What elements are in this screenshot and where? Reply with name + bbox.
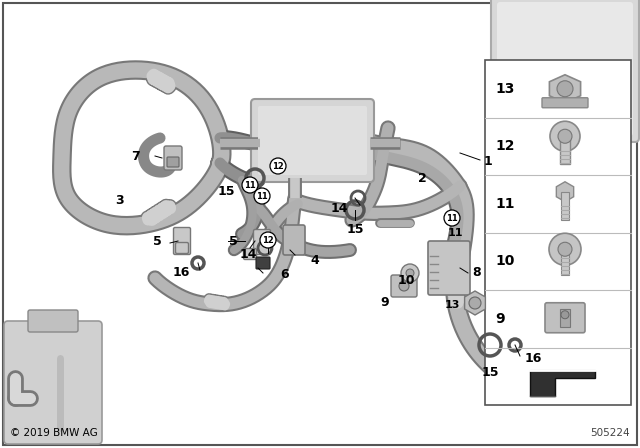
Text: 9: 9 [381, 297, 389, 310]
Circle shape [406, 269, 414, 277]
FancyBboxPatch shape [253, 229, 271, 254]
Text: 15: 15 [218, 185, 235, 198]
Circle shape [444, 210, 460, 226]
Text: 13: 13 [445, 300, 460, 310]
Circle shape [557, 81, 573, 97]
Text: 11: 11 [495, 197, 515, 211]
Bar [561, 192, 569, 220]
Text: 14: 14 [330, 202, 348, 215]
FancyBboxPatch shape [391, 275, 417, 297]
Text: 14: 14 [239, 249, 257, 262]
Text: 1: 1 [484, 155, 493, 168]
Text: 13: 13 [495, 82, 515, 96]
Polygon shape [465, 291, 485, 315]
FancyBboxPatch shape [283, 225, 305, 255]
Text: 12: 12 [262, 236, 274, 245]
Text: 10: 10 [398, 273, 415, 287]
FancyBboxPatch shape [173, 228, 191, 254]
Circle shape [558, 129, 572, 143]
Text: 15: 15 [346, 223, 364, 236]
Text: 9: 9 [495, 312, 504, 326]
Circle shape [549, 233, 581, 265]
FancyBboxPatch shape [251, 99, 374, 182]
Circle shape [561, 311, 569, 319]
FancyBboxPatch shape [428, 241, 470, 295]
Circle shape [242, 177, 258, 193]
FancyBboxPatch shape [542, 98, 588, 108]
Text: 11: 11 [256, 191, 268, 201]
Circle shape [550, 121, 580, 151]
Text: 6: 6 [280, 268, 289, 281]
Bar [485, 60, 631, 405]
Text: 4: 4 [310, 254, 319, 267]
Text: © 2019 BMW AG: © 2019 BMW AG [10, 428, 98, 438]
Text: 505224: 505224 [590, 428, 630, 438]
FancyBboxPatch shape [175, 242, 189, 254]
Circle shape [558, 242, 572, 256]
Text: 2: 2 [418, 172, 427, 185]
FancyBboxPatch shape [243, 249, 257, 259]
FancyBboxPatch shape [164, 146, 182, 170]
FancyBboxPatch shape [258, 106, 367, 175]
Text: 3: 3 [116, 194, 124, 207]
Polygon shape [530, 370, 595, 396]
Text: 5: 5 [229, 234, 238, 247]
FancyBboxPatch shape [28, 310, 78, 332]
Text: 10: 10 [495, 254, 515, 268]
Text: 7: 7 [131, 150, 140, 163]
Text: 8: 8 [472, 267, 481, 280]
Text: 5: 5 [153, 234, 162, 247]
FancyBboxPatch shape [256, 257, 270, 269]
Circle shape [270, 158, 286, 174]
FancyBboxPatch shape [167, 157, 179, 167]
Polygon shape [549, 75, 580, 103]
Circle shape [401, 264, 419, 282]
Text: 12: 12 [495, 139, 515, 153]
Text: 16: 16 [525, 352, 542, 365]
Bar [561, 249, 569, 275]
Text: 15: 15 [481, 366, 499, 379]
FancyBboxPatch shape [497, 2, 633, 136]
Circle shape [399, 281, 409, 291]
FancyBboxPatch shape [545, 303, 585, 333]
Bar [560, 309, 570, 327]
Text: 12: 12 [272, 161, 284, 171]
Circle shape [260, 232, 276, 248]
Text: 11: 11 [447, 228, 463, 238]
Polygon shape [556, 182, 573, 202]
Circle shape [469, 297, 481, 309]
Text: 11: 11 [244, 181, 256, 190]
FancyBboxPatch shape [4, 321, 102, 444]
FancyBboxPatch shape [491, 0, 639, 142]
Text: 11: 11 [446, 214, 458, 223]
Bar [560, 136, 570, 164]
Text: 16: 16 [173, 267, 190, 280]
Circle shape [254, 188, 270, 204]
